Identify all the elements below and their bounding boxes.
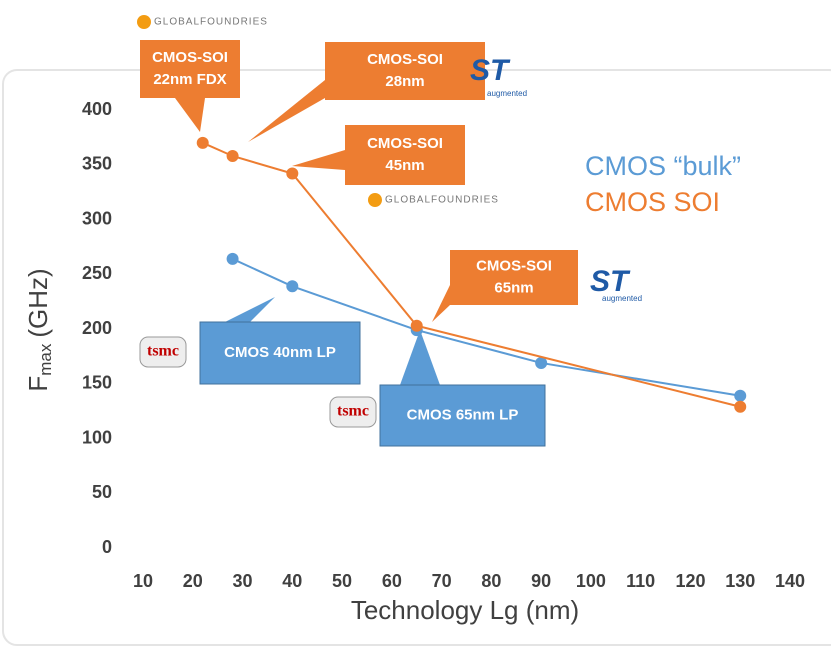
- y-tick-label: 350: [82, 154, 112, 174]
- callout-text: 65nm: [494, 279, 533, 296]
- logo-text: augmented: [487, 89, 527, 98]
- y-tick-label: 50: [92, 482, 112, 502]
- callout-pointer: [400, 330, 440, 385]
- data-point: [226, 252, 239, 265]
- logo-text: GLOBALFOUNDRIES: [385, 195, 499, 206]
- callout-text: 28nm: [385, 73, 424, 90]
- logo-icon: [139, 336, 187, 368]
- callout-text: CMOS 40nm LP: [224, 344, 336, 361]
- callout-box: [450, 250, 578, 305]
- y-label-unit: (GHz): [23, 268, 53, 337]
- logo-icon: [137, 15, 151, 29]
- x-tick-label: 120: [675, 571, 705, 591]
- logo-text: GLOBALFOUNDRIES: [154, 17, 268, 28]
- callout-box: [140, 40, 240, 98]
- x-tick-label: 20: [183, 571, 203, 591]
- x-tick-label: 100: [576, 571, 606, 591]
- y-label-sub: max: [36, 343, 55, 376]
- x-tick-label: 10: [133, 571, 153, 591]
- x-tick-label: 130: [725, 571, 755, 591]
- callout-box: [199, 321, 361, 385]
- callout-text: CMOS-SOI: [476, 257, 552, 274]
- y-label-main: F: [23, 376, 53, 392]
- legend-entry: CMOS “bulk”: [585, 151, 741, 181]
- y-tick-label: 150: [82, 373, 112, 393]
- callout-text: CMOS-SOI: [152, 49, 228, 66]
- logo-text: ST: [470, 54, 511, 87]
- x-tick-label: 40: [282, 571, 302, 591]
- callout-pointer: [292, 150, 345, 170]
- x-tick-label: 110: [626, 571, 655, 591]
- callout-text: CMOS-SOI: [367, 135, 443, 152]
- x-tick-label: 90: [531, 571, 551, 591]
- y-tick-label: 0: [102, 537, 112, 557]
- x-tick-label: 70: [432, 571, 452, 591]
- callout-pointer: [248, 80, 325, 142]
- y-tick-label: 300: [82, 208, 112, 228]
- logo-text: augmented: [602, 294, 642, 303]
- x-tick-label: 60: [382, 571, 402, 591]
- callout-pointer: [175, 98, 205, 132]
- data-point: [734, 389, 747, 402]
- logo-icon: [329, 396, 377, 428]
- callout-box: [345, 125, 465, 185]
- data-point: [226, 149, 239, 162]
- x-tick-label: 50: [332, 571, 352, 591]
- callout-text: CMOS 65nm LP: [407, 406, 519, 423]
- x-axis-label: Technology Lg (nm): [351, 595, 579, 625]
- callout-pointer: [225, 297, 275, 322]
- y-axis-label: Fmax (GHz): [23, 268, 56, 391]
- y-tick-label: 250: [82, 263, 112, 283]
- x-tick-label: 80: [481, 571, 501, 591]
- y-tick-label: 100: [82, 427, 112, 447]
- y-tick-label: 200: [82, 318, 112, 338]
- data-point: [410, 319, 423, 332]
- data-point: [286, 167, 299, 180]
- x-tick-label: 140: [775, 571, 805, 591]
- logo-text: tsmc: [147, 343, 179, 360]
- callout-box: [325, 42, 485, 100]
- data-point: [196, 136, 209, 149]
- callout-text: CMOS-SOI: [367, 51, 443, 68]
- logo-icon: [368, 193, 382, 207]
- data-point: [286, 280, 299, 293]
- data-point: [734, 400, 747, 413]
- legend-entry: CMOS SOI: [585, 187, 720, 217]
- callout-text: 45nm: [385, 157, 424, 174]
- callout-text: 22nm FDX: [153, 71, 226, 88]
- logo-text: tsmc: [337, 403, 369, 420]
- logo-text: ST: [590, 265, 631, 298]
- x-tick-label: 30: [233, 571, 253, 591]
- y-tick-label: 400: [82, 99, 112, 119]
- callout-box: [379, 384, 546, 447]
- data-point: [535, 356, 548, 369]
- callout-pointer: [432, 285, 450, 322]
